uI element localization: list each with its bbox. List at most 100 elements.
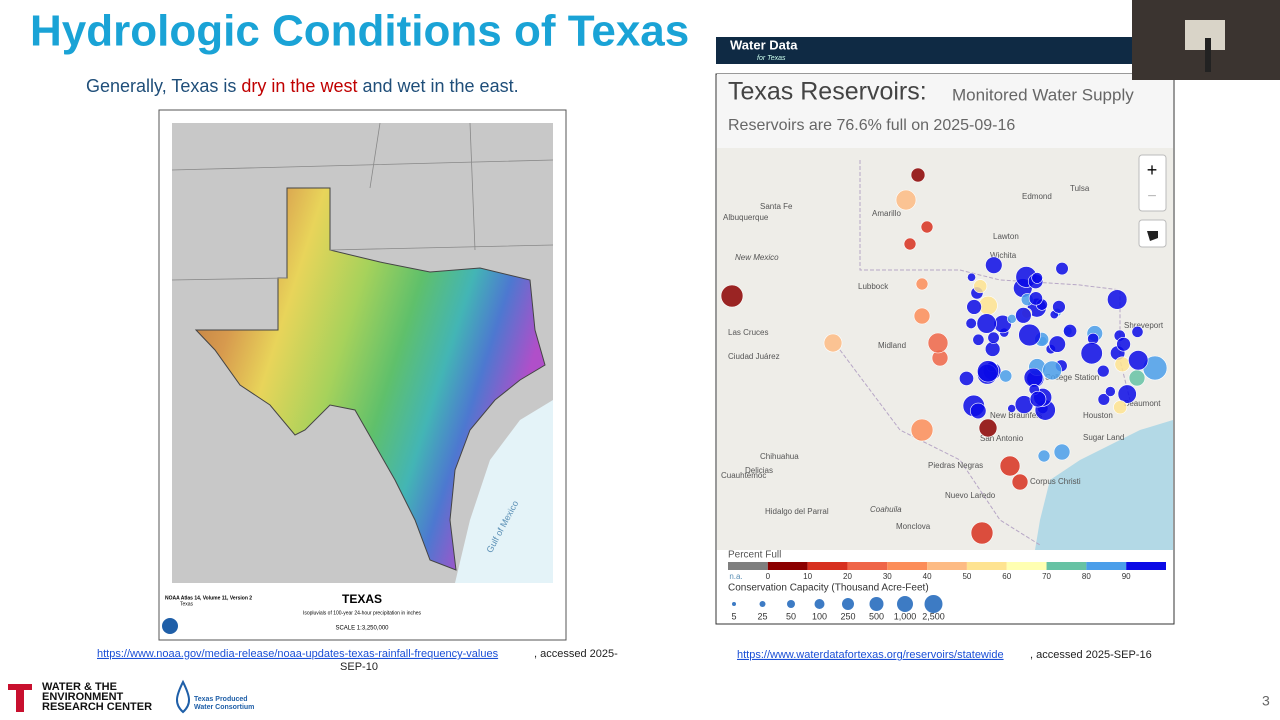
reservoir-marker: [1117, 384, 1137, 404]
reservoir-subtitle: Monitored Water Supply: [952, 85, 1134, 104]
legend-capacity-label: 250: [840, 611, 855, 621]
legend-swatch: [887, 562, 928, 570]
reservoir-marker: [927, 332, 949, 354]
place-label: Nuevo Laredo: [945, 491, 996, 500]
brand: Water Data: [730, 37, 798, 52]
legend-swatch: [767, 562, 808, 570]
legend-percent-label: 10: [803, 572, 812, 581]
reservoir-marker: [910, 167, 926, 183]
zoom-out[interactable]: −: [1147, 188, 1156, 205]
texas-shape: [194, 187, 546, 571]
noaa-link[interactable]: https://www.noaa.gov/media-release/noaa-…: [97, 648, 499, 660]
locate-icon: [1147, 231, 1158, 241]
place-label: Ciudad Juárez: [728, 352, 780, 361]
reservoir-marker: [970, 521, 994, 545]
reservoir-markers: [720, 167, 1168, 545]
legend-swatch: [807, 562, 848, 570]
reservoir-marker: [973, 279, 988, 294]
reservoir-marker: [903, 237, 917, 251]
zoom-control[interactable]: [1138, 154, 1167, 212]
reservoir-marker: [1048, 335, 1066, 353]
reservoir-marker: [1114, 356, 1131, 373]
reservoir-marker: [720, 284, 744, 308]
slide-title: Hydrologic Conditions of Texas: [30, 7, 689, 56]
org-line: ENVIRONMENT: [42, 691, 124, 703]
reservoir-marker: [1063, 323, 1078, 338]
zoom-in[interactable]: +: [1147, 160, 1158, 180]
reservoir-marker: [895, 189, 917, 211]
legend-capacity-label: 25: [757, 611, 767, 621]
reservoir-marker: [913, 307, 931, 325]
reservoir-marker: [915, 277, 929, 291]
place-label: Beaumont: [1124, 399, 1161, 408]
reservoir-marker: [970, 402, 987, 420]
place-label: Cuauhtémoc: [721, 471, 766, 480]
place-label: Lubbock: [858, 282, 889, 291]
org-line: RESEARCH CENTER: [42, 701, 152, 713]
subtitle-part: and: [357, 76, 397, 96]
legend-percent-title: Percent Full: [728, 550, 781, 561]
legend-swatch: [1126, 562, 1166, 570]
reservoir-marker: [972, 333, 985, 346]
reservoir-marker: [1055, 262, 1069, 276]
reservoir-marker: [1131, 325, 1144, 338]
reservoir-marker: [959, 370, 974, 386]
legend-size: [897, 596, 913, 612]
reservoir-marker: [1107, 289, 1128, 310]
slide-subtitle: Generally, Texas is dry in the west and …: [86, 76, 519, 96]
reservoir-marker: [1128, 369, 1146, 387]
noaa-map-subtitle: Isopluvials of 100-year 24-hour precipit…: [303, 610, 422, 616]
legend-percent-label: n.a.: [729, 572, 742, 581]
place-label: Delicias: [745, 466, 773, 475]
legend-size: [814, 599, 825, 609]
place-label: Albuquerque: [723, 213, 769, 222]
place-label: Chihuahua: [760, 452, 799, 461]
place-label: Santa Fe: [760, 202, 793, 211]
legend-percent-label: 50: [962, 572, 971, 581]
noaa-atlas: NOAA Atlas 14, Volume 11, Version 2: [165, 595, 252, 601]
reservoir-marker: [1052, 300, 1066, 314]
reservoir-marker: [985, 256, 1003, 274]
page-number: 3: [1262, 693, 1270, 709]
place-label: New Mexico: [735, 253, 779, 262]
reservoir-marker: [1097, 364, 1110, 378]
noaa-logo: [162, 618, 178, 634]
noaa-accessed: , accessed 2025-: [534, 648, 618, 660]
legend-swatch: [1006, 562, 1047, 570]
legend-percent-label: 30: [883, 572, 892, 581]
place-label: Houston: [1083, 411, 1113, 420]
legend-capacity-label: 50: [786, 611, 796, 621]
consortium-logo: [176, 679, 190, 714]
org-line: WATER & THE: [42, 681, 117, 693]
subtitle-dry: dry in the west: [241, 76, 357, 96]
noaa-accessed-cont: SEP-10: [340, 661, 378, 673]
legend-percent-label: 0: [766, 572, 771, 581]
subtitle-wet: wet in the east.: [397, 76, 519, 96]
reservoir-marker: [1037, 449, 1051, 463]
brand-sub: for Texas: [757, 55, 786, 62]
legend-capacity-label: 5: [731, 611, 736, 621]
place-label: Lawton: [993, 232, 1019, 241]
reservoir-marker: [1042, 360, 1062, 381]
legend-capacity-title: Conservation Capacity (Thousand Acre-Fee…: [728, 583, 929, 594]
legend-percent-label: 80: [1082, 572, 1091, 581]
legend-capacity-label: 500: [869, 611, 884, 621]
reservoir-marker: [966, 299, 982, 315]
place-label: Wichita: [990, 251, 1017, 260]
place-label: Amarillo: [872, 209, 901, 218]
reservoir-marker: [978, 418, 998, 438]
reservoir-marker: [1007, 314, 1017, 324]
gulf-water: [455, 400, 553, 583]
subtitle-part: Generally, Texas is: [86, 76, 241, 96]
reservoir-marker: [1007, 404, 1017, 413]
place-label: Piedras Negras: [928, 461, 983, 470]
reservoir-marker: [1105, 386, 1116, 397]
reservoir-link[interactable]: https://www.waterdatafortexas.org/reserv…: [737, 649, 1004, 661]
reservoir-marker: [977, 360, 1000, 383]
reservoir-status: Reservoirs are 76.6% full on 2025-09-16: [728, 117, 1015, 134]
reservoir-marker: [1028, 291, 1043, 306]
reservoir-marker: [1080, 342, 1103, 365]
reservoir-marker: [1128, 350, 1149, 371]
place-label: Tulsa: [1070, 184, 1090, 193]
reservoir-marker: [976, 313, 997, 334]
